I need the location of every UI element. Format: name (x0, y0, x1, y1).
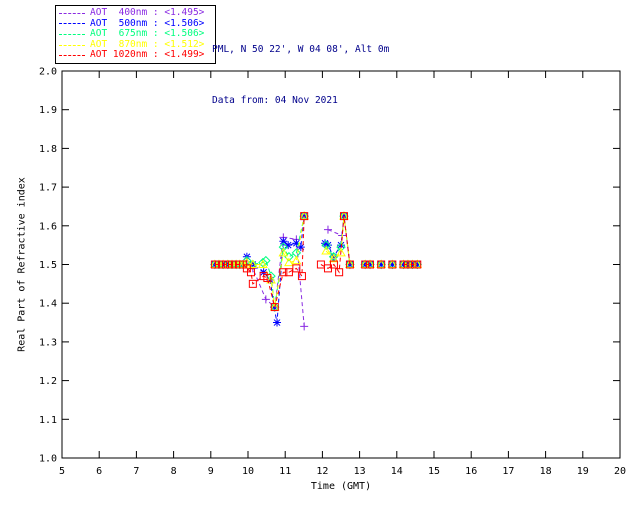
legend-item-label: AOT 1020nm : <1.499> (90, 49, 205, 61)
legend-item-400nm: AOT 400nm : <1.495> (59, 7, 215, 19)
legend-line-sample-870nm (59, 44, 85, 46)
x-tick-label: 9 (208, 466, 214, 477)
legend-line-sample-675nm (59, 33, 85, 35)
y-tick-label: 1.3 (39, 337, 57, 348)
x-axis-title: Time (GMT) (310, 481, 372, 492)
legend-line-sample-1020nm (59, 55, 85, 57)
y-tick-label: 1.7 (39, 183, 57, 194)
y-tick-label: 1.5 (39, 260, 57, 271)
legend-item-label: AOT 870nm : <1.512> (90, 38, 205, 50)
y-tick-label: 1.0 (39, 454, 57, 465)
x-tick-label: 17 (502, 466, 514, 477)
x-tick-label: 8 (171, 466, 177, 477)
legend-item-500nm: AOT 500nm : <1.506> (59, 17, 215, 30)
y-tick-label: 2.0 (39, 67, 57, 78)
x-tick-label: 15 (428, 466, 440, 477)
x-tick-label: 10 (242, 466, 254, 477)
y-tick-label: 1.9 (39, 105, 57, 116)
legend-item-label: AOT 675nm : <1.506> (90, 28, 205, 40)
y-tick-label: 1.1 (39, 415, 57, 426)
y-axis-title: Real Part of Refractive index (16, 177, 28, 352)
legend-line-sample-400nm (59, 12, 85, 14)
x-tick-label: 19 (577, 466, 589, 477)
legend-item-675nm: AOT 675nm : <1.506> (59, 29, 215, 40)
series-aot-400nm (210, 212, 422, 331)
y-tick-label: 1.6 (39, 221, 57, 232)
x-tick-label: 5 (59, 466, 65, 477)
x-tick-label: 14 (391, 466, 403, 477)
station-info: PML, N 50 22', W 04 08', Alt 0m (212, 44, 390, 55)
data-date: Data from: 04 Nov 2021 (212, 95, 338, 106)
series-aot-1020nm (210, 212, 422, 312)
plot-header: PML, N 50 22', W 04 08', Alt 0m Data fro… (212, 7, 389, 143)
x-tick-label: 6 (96, 466, 102, 477)
x-tick-label: 11 (279, 466, 291, 477)
legend-item-label: AOT 400nm : <1.495> (90, 7, 205, 18)
y-tick-label: 1.4 (39, 299, 57, 310)
x-tick-label: 12 (316, 466, 328, 477)
x-tick-label: 20 (614, 466, 626, 477)
legend-item-870nm: AOT 870nm : <1.512> (59, 38, 215, 51)
x-tick-label: 13 (354, 466, 366, 477)
y-tick-label: 1.2 (39, 376, 57, 387)
legend: AOT 400nm : <1.495> AOT 500nm : <1.506> … (55, 5, 216, 64)
series-aot-500nm (210, 212, 422, 327)
x-tick-label: 7 (133, 466, 139, 477)
x-tick-label: 18 (540, 466, 552, 477)
legend-item-1020nm: AOT 1020nm : <1.499> (59, 50, 215, 61)
x-tick-label: 16 (465, 466, 477, 477)
legend-line-sample-500nm (59, 23, 85, 25)
legend-item-label: AOT 500nm : <1.506> (90, 17, 205, 29)
y-tick-label: 1.8 (39, 144, 57, 155)
